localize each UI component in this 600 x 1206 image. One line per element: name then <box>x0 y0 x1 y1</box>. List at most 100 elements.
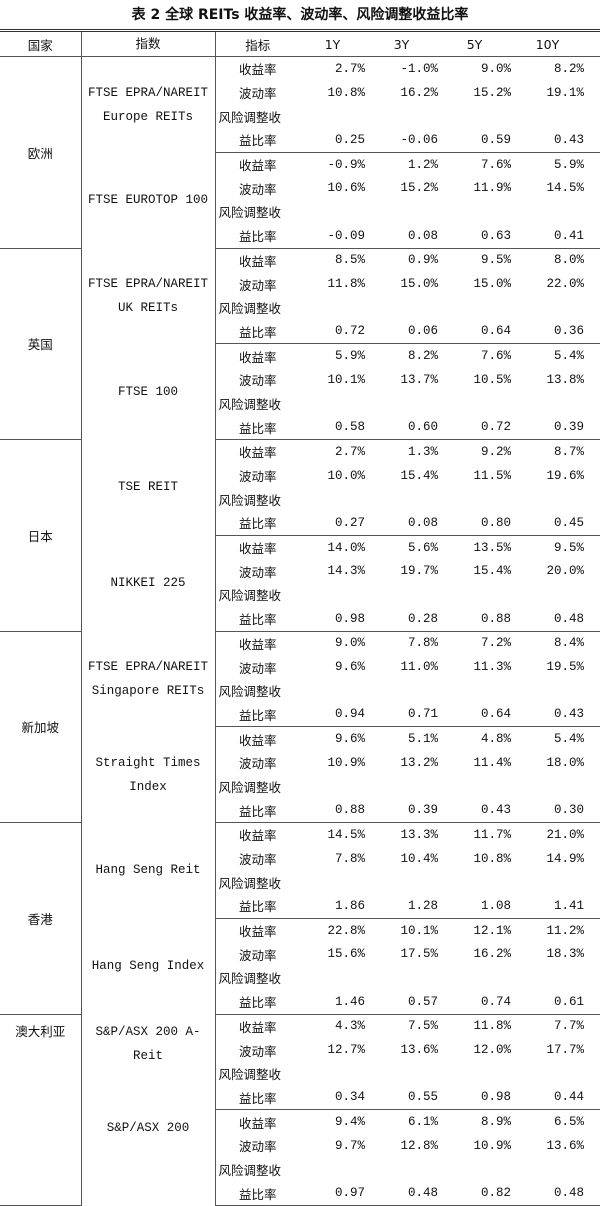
table-row: 新加坡 FTSE EPRA/NAREIT Singapore REITs 收益率 9.… <box>0 631 600 823</box>
table-row: 波动率 10.8% 16.2% 15.2% 19.1% <box>0 81 600 105</box>
value-cell <box>365 1158 438 1182</box>
spacer-cell <box>584 1085 600 1111</box>
value-cell: 13.6% <box>546 1138 584 1153</box>
value-cell: 17.5% <box>400 947 438 962</box>
table-row: 波动率 9.6% 11.0% 11.3% 19.5% <box>0 655 600 679</box>
value-cell: 11.8% <box>327 277 365 292</box>
value-cell: 4.3% <box>334 1019 365 1034</box>
spacer-cell <box>584 344 600 368</box>
value-cell: 0.94 <box>300 702 365 728</box>
value-cell: 0.27 <box>300 511 365 536</box>
value-cell <box>511 1158 584 1182</box>
spacer-cell <box>584 894 600 919</box>
value-cell: 0.25 <box>300 128 365 153</box>
value-cell <box>511 775 584 799</box>
country-cell: 澳大利亚 <box>0 1014 82 1206</box>
spacer-cell <box>584 702 600 728</box>
table-row: 波动率 9.7% 12.8% 10.9% 13.6% <box>0 1134 600 1158</box>
value-cell: 0.60 <box>365 415 438 441</box>
metric-label: 波动率 <box>238 181 277 197</box>
value-cell <box>300 1062 365 1086</box>
value-cell: 15.4% <box>473 564 511 579</box>
metric-label: 收益率 <box>238 253 277 269</box>
table-row: 风险调整收 <box>0 392 600 416</box>
value-cell: 0.64 <box>438 319 511 345</box>
value-cell: 7.8% <box>407 636 438 651</box>
value-cell: 0.36 <box>511 319 584 345</box>
table-row: 波动率 10.1% 13.7% 10.5% 13.8% <box>0 368 600 392</box>
metric-label: 收益率 <box>238 349 277 365</box>
value-cell: 0.9% <box>407 253 438 268</box>
value-cell <box>438 583 511 607</box>
value-cell: 10.9% <box>473 1138 511 1153</box>
header-country: 国家 <box>0 30 82 57</box>
value-cell: 0.45 <box>511 511 584 536</box>
spacer-cell <box>584 751 600 775</box>
metric-label: 风险调整收 <box>218 205 282 221</box>
value-cell: 18.0% <box>546 755 584 770</box>
metric-label: 波动率 <box>238 1139 277 1155</box>
value-cell <box>300 583 365 607</box>
value-cell <box>438 679 511 703</box>
value-cell <box>511 200 584 224</box>
value-cell: 15.0% <box>400 277 438 292</box>
value-cell: 15.0% <box>473 277 511 292</box>
value-cell <box>511 487 584 511</box>
value-cell <box>365 104 438 128</box>
spacer-cell <box>584 415 600 441</box>
spacer-cell <box>584 368 600 392</box>
value-cell: 11.4% <box>473 755 511 770</box>
value-cell <box>300 966 365 990</box>
metric-label: 益比率 <box>215 511 300 536</box>
country-cell: 日本 <box>0 439 82 632</box>
value-cell: 10.6% <box>327 181 365 196</box>
table-row: 益比率 0.25 -0.06 0.59 0.43 <box>0 128 600 153</box>
value-cell: 0.88 <box>300 798 365 824</box>
spacer-cell <box>584 464 600 488</box>
value-cell: 12.8% <box>400 1138 438 1153</box>
country-cell: 香港 <box>0 822 82 1015</box>
value-cell: 19.7% <box>400 564 438 579</box>
value-cell: 1.28 <box>365 894 438 919</box>
value-cell: 0.08 <box>365 511 438 536</box>
table-row: 益比率 1.86 1.28 1.08 1.41 <box>0 894 600 919</box>
value-cell: 10.4% <box>400 851 438 866</box>
value-cell: 16.2% <box>400 85 438 100</box>
value-cell <box>300 296 365 320</box>
metric-label: 风险调整收 <box>218 779 282 795</box>
value-cell <box>365 1062 438 1086</box>
spacer-cell <box>584 823 600 847</box>
spacer-cell <box>584 918 600 942</box>
metric-label: 益比率 <box>215 415 300 441</box>
value-cell <box>438 870 511 894</box>
value-cell: 1.41 <box>511 894 584 919</box>
header-5y: 5Y <box>438 30 511 57</box>
metric-label: 收益率 <box>238 828 277 844</box>
value-cell <box>300 679 365 703</box>
index-name-cell: S&P/ASX 200 A-Reit <box>81 1014 216 1110</box>
value-cell: 9.6% <box>334 660 365 675</box>
value-cell: 0.72 <box>300 319 365 345</box>
metric-label: 益比率 <box>215 1085 300 1111</box>
table-row: 益比率 0.34 0.55 0.98 0.44 <box>0 1085 600 1111</box>
header-metric: 指标 <box>215 30 300 57</box>
value-cell: 0.80 <box>438 511 511 536</box>
value-cell <box>300 1158 365 1182</box>
metric-label: 波动率 <box>238 86 277 102</box>
value-cell: 1.86 <box>300 894 365 919</box>
value-cell: 1.46 <box>300 989 365 1015</box>
value-cell: 7.5% <box>407 1019 438 1034</box>
spacer-cell <box>584 679 600 703</box>
value-cell: 17.7% <box>546 1043 584 1058</box>
metric-label: 波动率 <box>238 756 277 772</box>
table-row: 风险调整收 <box>0 104 600 128</box>
value-cell: 0.43 <box>511 128 584 153</box>
value-cell: 10.1% <box>327 372 365 387</box>
metric-label: 风险调整收 <box>218 396 282 412</box>
value-cell: 2.7% <box>334 444 365 459</box>
value-cell: 5.4% <box>553 349 584 364</box>
metric-label: 风险调整收 <box>218 588 282 604</box>
spacer-cell <box>584 655 600 679</box>
value-cell: 8.4% <box>553 636 584 651</box>
metric-label: 风险调整收 <box>218 684 282 700</box>
